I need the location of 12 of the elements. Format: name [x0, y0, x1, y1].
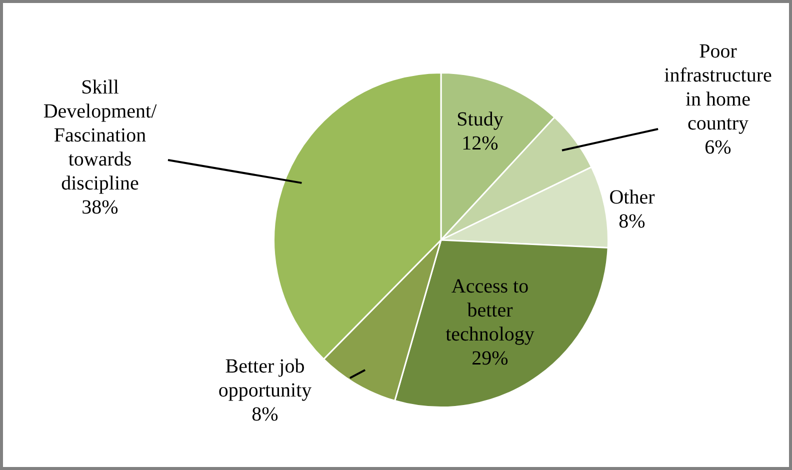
slice-label: Other: [609, 186, 656, 208]
slice-label: Better job opportunity: [218, 355, 312, 402]
data-label: 8%: [252, 403, 278, 426]
slice-label: Study: [456, 108, 504, 130]
data-label: 12%: [462, 132, 498, 154]
slice-label: Poor infrastructure in home country: [664, 40, 772, 134]
data-label: 6%: [704, 136, 732, 158]
data-label: 8%: [618, 210, 646, 232]
slice-label: Access to better technology: [446, 275, 534, 346]
slice-label: Skill Development/ Fascination towards discipline: [43, 76, 158, 194]
data-label: 38%: [82, 196, 118, 218]
data-label: 29%: [472, 347, 508, 370]
